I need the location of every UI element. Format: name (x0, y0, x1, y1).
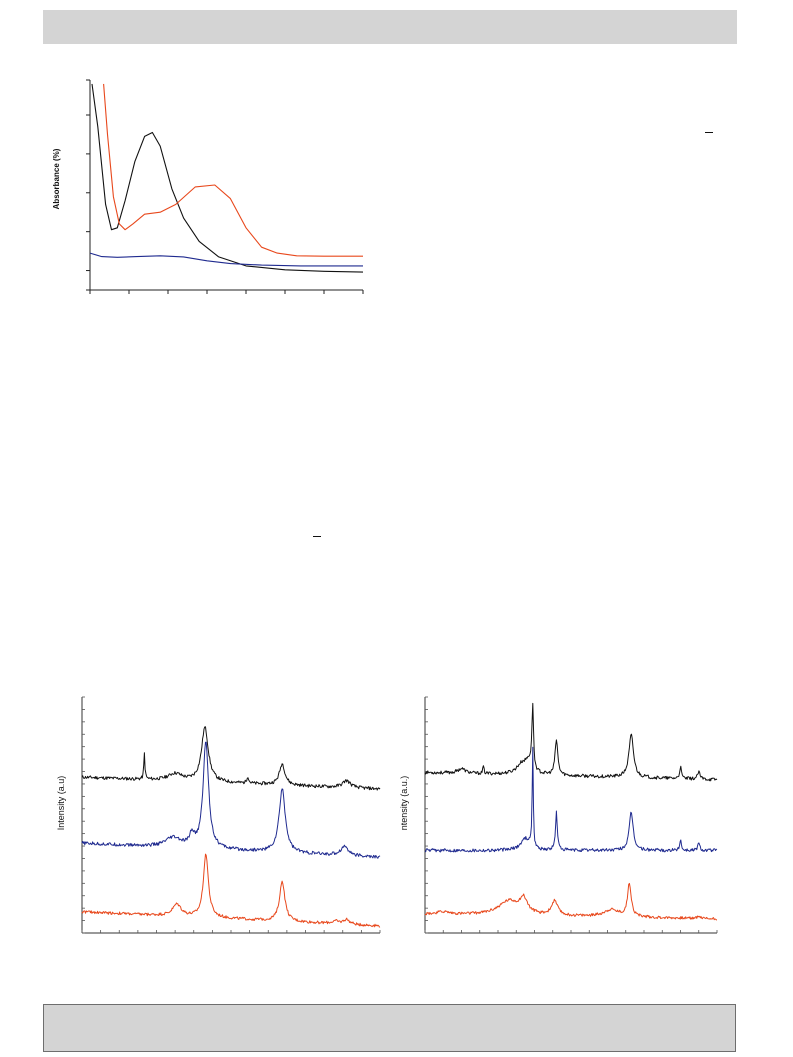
y-axis-label: Absorbance (%) (52, 148, 61, 209)
overbar-mark (313, 536, 321, 537)
pattern-line-1 (81, 726, 381, 791)
pattern-line-2 (424, 746, 718, 853)
xrd-chart-left: Intensity (a.u) (56, 696, 381, 934)
pattern-line-3 (424, 882, 717, 921)
series-line-1 (91, 83, 363, 273)
y-axis-label: ntensity (a.u.) (399, 776, 409, 831)
page-footer-band (43, 1004, 736, 1052)
pattern-line-2 (81, 741, 381, 859)
overbar-mark (705, 132, 713, 133)
series-line-3 (90, 252, 363, 267)
absorbance-chart: Absorbance (%) (52, 79, 364, 294)
pattern-line-1 (424, 702, 718, 782)
series-line-2 (103, 83, 363, 257)
xrd-chart-right: ntensity (a.u.) (399, 696, 718, 934)
pattern-line-3 (81, 853, 381, 928)
page-header-band (43, 10, 737, 44)
y-axis-label: Intensity (a.u) (56, 776, 66, 831)
